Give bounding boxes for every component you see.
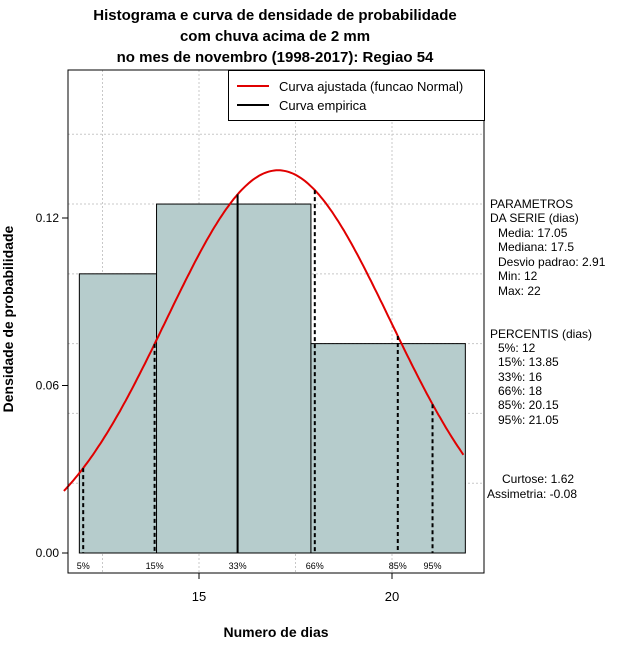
legend-label-empirical: Curva empirica (279, 97, 367, 113)
percentile-label-5: 5% (77, 561, 90, 571)
legend-entry-empirical: Curva empirica (237, 96, 366, 114)
stat-curtose: Curtose: 1.62 (502, 472, 575, 486)
y-tick-label-0: 0.00 (36, 546, 60, 560)
x-tick-label-0: 15 (192, 589, 206, 604)
y-tick-label-1: 0.06 (36, 379, 60, 393)
histogram-bar-3 (310, 343, 466, 554)
axes: 0.00 0.06 0.12 15 20 (36, 211, 400, 604)
y-tick-label-2: 0.12 (36, 211, 60, 225)
histogram-bars (78, 203, 466, 554)
stat-mediana: Mediana: 17.5 (498, 240, 575, 254)
pct-15: 15%: 13.85 (498, 355, 559, 369)
parametros-title-2: DA SERIE (dias) (490, 211, 579, 225)
stat-desvio: Desvio padrao: 2.91 (498, 255, 606, 269)
pct-95: 95%: 21.05 (498, 413, 559, 427)
stat-media: Media: 17.05 (498, 226, 568, 240)
normal-curve (63, 169, 465, 492)
stat-max: Max: 22 (498, 284, 541, 298)
percentile-label-66: 66% (306, 561, 324, 571)
chart-title-line-1: Histograma e curva de densidade de proba… (93, 7, 457, 24)
chart-title-line-2: com chuva acima de 2 mm (179, 28, 371, 45)
percentile-label-15: 15% (146, 561, 164, 571)
percentile-lines: 5% 15% 33% 66% 85% 95% (77, 190, 442, 571)
pct-33: 33%: 16 (498, 370, 543, 384)
x-tick-label-1: 20 (385, 589, 399, 604)
legend-swatch-empirical (237, 104, 269, 106)
legend-label-normal: Curva ajustada (funcao Normal) (279, 78, 464, 94)
stat-assimetria: Assimetria: -0.08 (487, 487, 578, 501)
histogram-bar-2 (156, 203, 312, 554)
chart-title-line-3: no mes de novembro (1998-2017): Regiao 5… (116, 49, 434, 66)
x-axis-label: Numero de dias (223, 624, 329, 640)
legend-swatch-normal (237, 85, 269, 87)
percentile-label-95: 95% (424, 561, 442, 571)
y-axis-label: Densidade de probabilidade (0, 225, 16, 413)
pct-5: 5%: 12 (498, 341, 536, 355)
stat-min: Min: 12 (498, 269, 538, 283)
legend: Curva ajustada (funcao Normal) Curva emp… (228, 70, 485, 121)
pct-85: 85%: 20.15 (498, 398, 559, 412)
percentile-label-85: 85% (389, 561, 407, 571)
pct-66: 66%: 18 (498, 384, 543, 398)
percentis-title: PERCENTIS (dias) (490, 327, 593, 341)
percentile-label-33: 33% (229, 561, 247, 571)
normal-curve-line (63, 169, 465, 492)
legend-entry-normal: Curva ajustada (funcao Normal) (237, 77, 463, 95)
parametros-title-1: PARAMETROS (490, 197, 574, 211)
